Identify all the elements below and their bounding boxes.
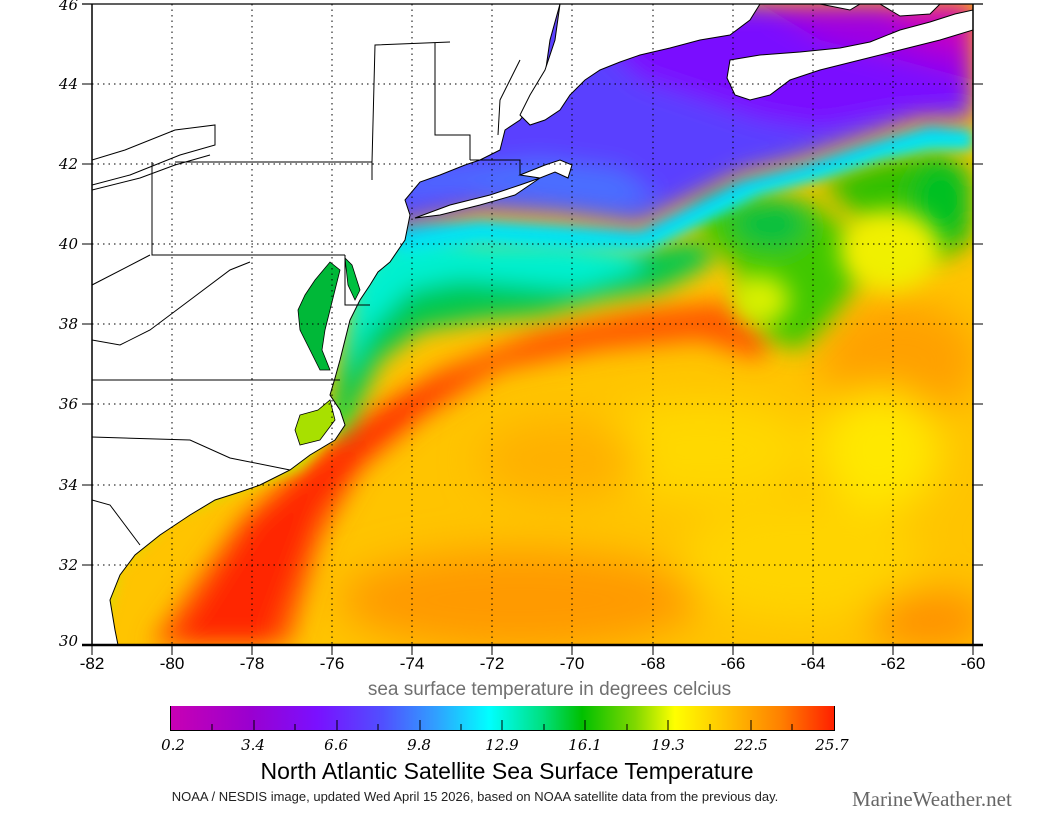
lat-label-34: 34 <box>58 476 78 494</box>
gridlines <box>92 4 973 645</box>
lat-label-36: 36 <box>58 395 78 413</box>
map-subtitle: NOAA / NESDIS image, updated Wed April 1… <box>171 789 779 804</box>
lon-label-60: -60 <box>960 654 986 673</box>
colorbar-label-2: 6.6 <box>324 736 348 754</box>
lat-label-38: 38 <box>58 315 78 333</box>
brand-watermark: MarineWeather.net <box>852 787 1012 811</box>
colorbar-label-3: 9.8 <box>407 736 431 754</box>
colorbar-label-8: 25.7 <box>815 736 849 754</box>
lon-label-66: -66 <box>720 654 746 673</box>
lon-label-62: -62 <box>880 654 906 673</box>
lat-label-32: 32 <box>58 556 78 574</box>
lon-label-74: -74 <box>399 654 425 673</box>
chesapeake-bay <box>294 256 361 446</box>
map-title: North Atlantic Satellite Sea Surface Tem… <box>260 758 754 784</box>
state-borders <box>92 41 521 546</box>
lon-label-80: -80 <box>159 654 185 673</box>
lon-label-64: -64 <box>800 654 826 673</box>
lon-label-70: -70 <box>559 654 585 673</box>
sst-map <box>82 3 983 655</box>
colorbar-ticks <box>211 720 793 730</box>
axes <box>82 3 983 655</box>
lat-label-46: 46 <box>58 0 78 14</box>
colorbar <box>170 706 835 731</box>
colorbar-units-label: sea surface temperature in degrees celci… <box>367 679 732 700</box>
colorbar-label-4: 12.9 <box>485 736 519 754</box>
colorbar-label-5: 16.1 <box>568 736 602 754</box>
lon-label-72: -72 <box>479 654 505 673</box>
lon-label-76: -76 <box>319 654 345 673</box>
lon-label-68: -68 <box>640 654 666 673</box>
lon-label-82: -82 <box>79 654 105 673</box>
lat-label-40: 40 <box>58 235 78 253</box>
lat-label-44: 44 <box>58 75 78 93</box>
lat-label-42: 42 <box>58 155 78 173</box>
colorbar-label-7: 22.5 <box>734 736 768 754</box>
colorbar-label-6: 19.3 <box>651 736 685 754</box>
colorbar-label-0: 0.2 <box>161 736 185 754</box>
colorbar-label-1: 3.4 <box>241 736 265 754</box>
lon-label-78: -78 <box>239 654 265 673</box>
lat-label-30: 30 <box>58 632 78 650</box>
